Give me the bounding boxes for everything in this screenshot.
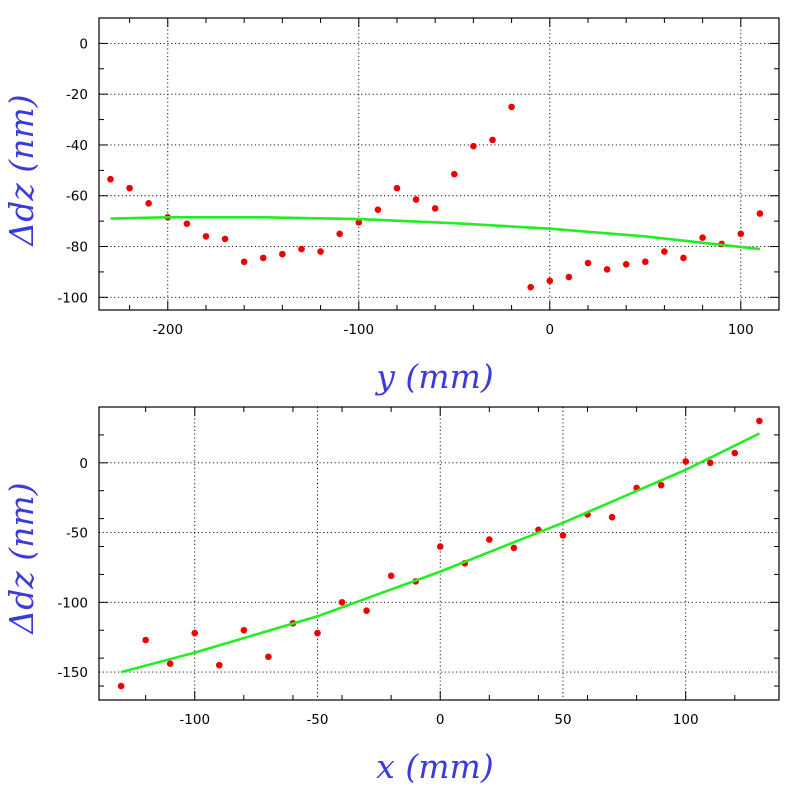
bottom-x-tick-label: -50 bbox=[306, 712, 328, 728]
bottom-y-axis-title: Δdz (nm) bbox=[2, 482, 41, 635]
bottom-data-point bbox=[191, 629, 199, 637]
top-data-point bbox=[603, 266, 611, 273]
bottom-data-point bbox=[559, 532, 567, 539]
top-data-point bbox=[298, 245, 305, 253]
bottom-data-point bbox=[608, 513, 616, 521]
top-panel: -200 -100 0 100 0 -20 -40 -60 -80 -100 y (mm) Δdz (… bbox=[2, 17, 780, 396]
top-data-point bbox=[107, 175, 114, 183]
top-y-tick-label: -20 bbox=[66, 87, 88, 103]
bottom-data-point bbox=[142, 636, 149, 644]
top-data-point bbox=[317, 248, 324, 255]
bottom-data-point bbox=[240, 626, 248, 634]
top-data-point bbox=[183, 220, 191, 227]
bottom-data-point bbox=[436, 543, 444, 550]
top-data-point bbox=[126, 184, 133, 192]
top-data-point bbox=[489, 136, 496, 144]
bottom-x-axis-title: x (mm) bbox=[376, 747, 493, 786]
bottom-data-point bbox=[166, 660, 174, 668]
top-data-point bbox=[374, 206, 382, 214]
top-data-point bbox=[336, 230, 343, 238]
top-plot-frame bbox=[98, 17, 780, 311]
bottom-y-tick-label: 0 bbox=[79, 456, 88, 472]
top-x-tick-label: -200 bbox=[152, 322, 183, 338]
top-data-point bbox=[622, 260, 630, 268]
bottom-data-point bbox=[510, 544, 518, 552]
bottom-x-tick-label: 50 bbox=[554, 712, 571, 728]
top-x-tick-label: -100 bbox=[343, 322, 374, 338]
bottom-y-tick-label: -50 bbox=[66, 526, 88, 542]
bottom-data-point bbox=[338, 599, 346, 606]
top-y-tick-label: -40 bbox=[66, 138, 88, 154]
bottom-y-tick-label: -100 bbox=[57, 595, 88, 611]
top-y-axis-title: Δdz (nm) bbox=[2, 94, 41, 247]
top-x-tick-label: 0 bbox=[545, 322, 554, 338]
top-data-point bbox=[431, 205, 439, 212]
top-data-point bbox=[527, 283, 534, 291]
bottom-x-tick-label: -100 bbox=[179, 712, 210, 728]
bottom-data-point bbox=[363, 607, 370, 615]
top-data-point bbox=[202, 233, 210, 240]
bottom-y-tick-label: -150 bbox=[57, 665, 88, 681]
top-data-point bbox=[221, 235, 229, 243]
top-data-point bbox=[508, 103, 515, 111]
bottom-data-point bbox=[265, 653, 272, 661]
top-data-point bbox=[584, 259, 592, 267]
top-data-point bbox=[240, 258, 248, 266]
bottom-plot-frame bbox=[98, 406, 780, 701]
top-data-point bbox=[737, 230, 745, 238]
bottom-x-tick-label: 0 bbox=[436, 712, 445, 728]
top-x-axis-title: y (mm) bbox=[374, 357, 493, 396]
bottom-data-point bbox=[731, 449, 739, 457]
top-data-point bbox=[393, 184, 401, 192]
top-x-tick-label: 100 bbox=[728, 322, 754, 338]
bottom-data-point bbox=[756, 417, 763, 425]
top-fit-curve bbox=[110, 216, 761, 251]
top-data-point bbox=[699, 234, 706, 241]
bottom-fit-curve bbox=[120, 432, 760, 674]
top-data-point bbox=[412, 196, 420, 203]
bottom-data-point bbox=[486, 536, 493, 543]
top-data-point bbox=[279, 250, 286, 258]
bottom-data-point bbox=[314, 629, 321, 637]
top-data-point bbox=[145, 200, 152, 207]
bottom-data-point bbox=[706, 459, 714, 467]
top-data-point bbox=[756, 210, 764, 217]
top-data-point bbox=[355, 219, 363, 226]
bottom-data-point bbox=[682, 458, 690, 465]
top-y-tick-label: -60 bbox=[66, 189, 88, 205]
top-y-tick-label: 0 bbox=[79, 36, 88, 52]
top-data-point bbox=[546, 277, 554, 285]
bottom-data-point bbox=[117, 682, 125, 690]
top-data-point bbox=[641, 258, 649, 266]
top-data-point bbox=[259, 254, 267, 262]
bottom-x-tick-label: 100 bbox=[673, 712, 699, 728]
top-data-point bbox=[680, 254, 687, 262]
top-data-point bbox=[565, 273, 573, 281]
bottom-data-point bbox=[215, 661, 223, 669]
top-y-tick-label: -100 bbox=[57, 290, 88, 306]
top-data-point bbox=[470, 142, 477, 150]
top-data-point bbox=[450, 170, 458, 178]
bottom-data-point bbox=[657, 481, 665, 489]
top-data-point bbox=[661, 248, 668, 255]
top-y-tick-label: -80 bbox=[66, 240, 88, 256]
bottom-data-point bbox=[387, 572, 395, 580]
bottom-panel: -100 -50 0 50 100 0 -50 -100 -150 x (mm) Δdz (nm) bbox=[2, 406, 780, 786]
